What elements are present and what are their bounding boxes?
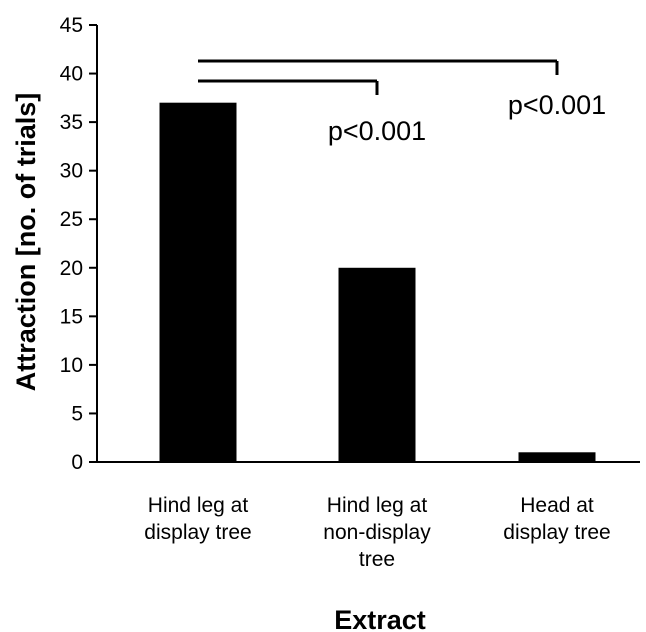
- x-category-label-2: Hind leg at non-display tree: [323, 494, 431, 571]
- axes: [96, 25, 640, 463]
- x-category-label-line: non-display: [323, 521, 431, 544]
- x-category-label-1: Hind leg at display tree: [144, 494, 251, 544]
- x-category-label-line: tree: [359, 548, 395, 571]
- y-tick-label: 40: [60, 63, 83, 86]
- y-tick-label: 45: [60, 14, 83, 37]
- x-axis-category-labels: Hind leg at display tree Hind leg at non-di…: [144, 494, 610, 571]
- y-tick-label: 10: [60, 354, 83, 377]
- significance-brackets: p<0.001 p<0.001: [198, 59, 606, 146]
- x-category-label-line: display tree: [144, 521, 251, 544]
- y-axis-title: Attraction [no. of trials]: [11, 93, 41, 392]
- y-tick-label: 35: [60, 111, 83, 134]
- x-category-label-3: Head at display tree: [503, 494, 610, 544]
- x-category-label-line: Hind leg at: [148, 494, 249, 517]
- x-category-label-line: Hind leg at: [327, 494, 428, 517]
- bar-1: [159, 102, 237, 462]
- bar-3: [518, 452, 596, 462]
- y-axis-ticks: 0 5 10 15 20 25 30 35 40 45: [60, 14, 97, 474]
- y-tick-label: 0: [71, 451, 83, 474]
- x-category-label-line: Head at: [520, 494, 594, 517]
- y-tick-label: 25: [60, 208, 83, 231]
- y-tick-label: 30: [60, 160, 83, 183]
- y-tick-label: 20: [60, 257, 83, 280]
- x-category-label-line: display tree: [503, 521, 610, 544]
- p-value-label-1: p<0.001: [328, 116, 426, 146]
- x-axis-title: Extract: [334, 605, 426, 632]
- bar-2: [338, 267, 416, 462]
- y-tick-label: 5: [71, 402, 83, 425]
- bars: [159, 102, 596, 462]
- y-tick-label: 15: [60, 305, 83, 328]
- p-value-label-2: p<0.001: [508, 90, 606, 120]
